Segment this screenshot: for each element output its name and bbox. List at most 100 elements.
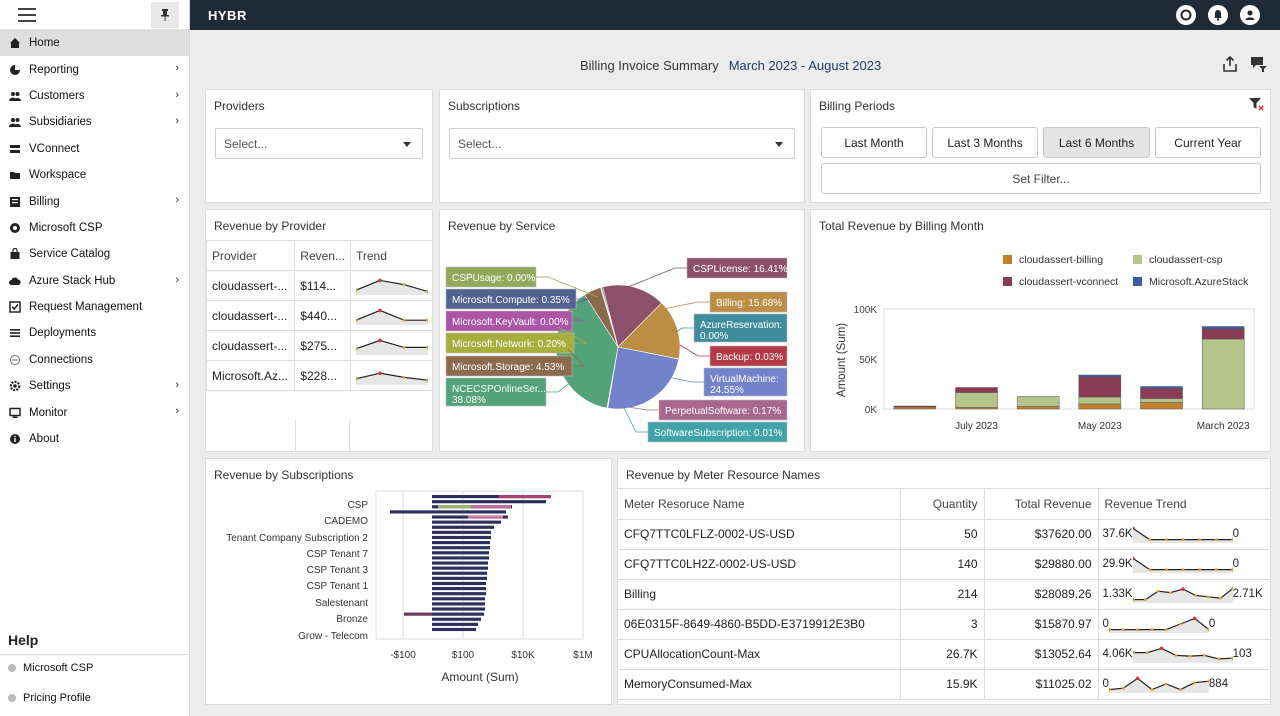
- bar-segment[interactable]: [1201, 328, 1245, 340]
- bar[interactable]: [432, 561, 488, 565]
- sidebar-item-microsoft-csp[interactable]: Microsoft CSP: [0, 215, 189, 241]
- bar-segment[interactable]: [1140, 398, 1183, 403]
- bar-segment[interactable]: [471, 505, 511, 509]
- bar-segment[interactable]: [1201, 326, 1245, 330]
- sidebar-item-reporting[interactable]: Reporting ›: [0, 56, 189, 82]
- pie-slice[interactable]: [602, 284, 663, 348]
- bar[interactable]: [432, 525, 494, 529]
- bar-segment[interactable]: [438, 505, 471, 509]
- column-header[interactable]: Total Revenue: [984, 489, 1099, 520]
- column-header[interactable]: Quantity: [900, 489, 985, 520]
- bar[interactable]: [432, 541, 490, 545]
- user-icon[interactable]: [1240, 5, 1260, 25]
- bar-segment[interactable]: [1016, 396, 1060, 407]
- sidebar-item-customers[interactable]: Customers ›: [0, 83, 189, 109]
- bar[interactable]: [432, 612, 484, 616]
- sidebar-item-deployments[interactable]: Deployments: [0, 320, 189, 346]
- bar-segment[interactable]: [955, 392, 998, 408]
- pin-icon[interactable]: [151, 1, 179, 28]
- column-header[interactable]: Trend: [350, 240, 432, 271]
- bar-segment[interactable]: [955, 387, 998, 393]
- bar[interactable]: [432, 627, 476, 632]
- table-row[interactable]: Billing 214 $28089.26 1.33K 2.71K: [618, 579, 1270, 610]
- table-row[interactable]: cloudassert-... $440...: [206, 300, 432, 331]
- subscriptions-select[interactable]: Select...: [449, 128, 795, 159]
- column-header[interactable]: Meter Resoruce Name: [618, 489, 901, 520]
- support-icon[interactable]: [1176, 5, 1196, 25]
- bar[interactable]: [432, 510, 506, 514]
- sidebar-item-monitor[interactable]: Monitor ›: [0, 399, 189, 425]
- bar[interactable]: [432, 602, 485, 606]
- bar-segment[interactable]: [468, 515, 503, 519]
- bar[interactable]: [432, 622, 478, 626]
- bar-segment[interactable]: [499, 495, 551, 499]
- sidebar-item-workspace[interactable]: Workspace: [0, 162, 189, 188]
- bar-segment[interactable]: [1078, 376, 1122, 398]
- bar-segment[interactable]: [893, 406, 937, 410]
- clear-filter-icon[interactable]: [1248, 97, 1264, 111]
- last-6-months-button[interactable]: Last 6 Months: [1043, 127, 1150, 158]
- last-month-button[interactable]: Last Month: [821, 127, 927, 158]
- sidebar-item-vconnect[interactable]: VConnect: [0, 136, 189, 162]
- table-row[interactable]: MemoryConsumed-Max 15.9K $11025.02 0 884: [618, 669, 1270, 700]
- bar-segment[interactable]: [1078, 403, 1122, 410]
- sidebar-item-azure-stack-hub[interactable]: Azure Stack Hub ›: [0, 268, 189, 294]
- bar-segment[interactable]: [1140, 386, 1183, 389]
- sidebar-item-billing[interactable]: Billing ›: [0, 188, 189, 214]
- column-header[interactable]: Revenue Trend: [1098, 489, 1270, 520]
- table-row[interactable]: CFQ7TTC0LFLZ-0002-US-USD 50 $37620.00 37.6K…: [618, 519, 1270, 550]
- comment-filter-icon[interactable]: [1250, 56, 1268, 72]
- menu-icon[interactable]: [18, 7, 36, 22]
- bar[interactable]: [432, 581, 486, 586]
- bar[interactable]: [432, 535, 491, 540]
- last-3-months-button[interactable]: Last 3 Months: [932, 127, 1038, 158]
- current-year-button[interactable]: Current Year: [1155, 127, 1261, 158]
- bar-segment[interactable]: [1078, 396, 1122, 405]
- table-row[interactable]: Microsoft.Az... $228...: [206, 360, 432, 391]
- help-item-pricing-profile[interactable]: Pricing Profile: [8, 692, 91, 704]
- bar[interactable]: [432, 597, 485, 601]
- column-header[interactable]: Provider: [206, 240, 296, 271]
- bar-segment[interactable]: [1140, 388, 1183, 399]
- bar-segment[interactable]: [1140, 402, 1183, 410]
- table-row[interactable]: cloudassert-... $275...: [206, 330, 432, 361]
- bar[interactable]: [432, 495, 551, 499]
- table-row[interactable]: 06E0315F-8649-4860-B5DD-E3719912E3B0 3 $15…: [618, 609, 1270, 640]
- sidebar-item-settings[interactable]: Settings ›: [0, 373, 189, 399]
- bar[interactable]: [432, 571, 487, 575]
- sidebar-item-service-catalog[interactable]: Service Catalog: [0, 241, 189, 267]
- share-icon[interactable]: [1222, 56, 1238, 72]
- table-row[interactable]: cloudassert-... $114...: [206, 270, 432, 301]
- sidebar-item-connections[interactable]: Connections: [0, 347, 189, 373]
- bar-segment[interactable]: [1201, 338, 1245, 410]
- help-item-microsoft-csp[interactable]: Microsoft CSP: [8, 662, 93, 674]
- column-header[interactable]: Reven...: [294, 240, 351, 271]
- bar[interactable]: [432, 587, 486, 591]
- bar[interactable]: [432, 566, 488, 570]
- bar[interactable]: [432, 520, 501, 524]
- pie-slice[interactable]: [600, 286, 619, 348]
- bar[interactable]: [432, 546, 490, 550]
- pie-slice[interactable]: [607, 346, 680, 410]
- bar[interactable]: [432, 551, 489, 555]
- set-filter-button[interactable]: Set Filter...: [821, 163, 1261, 194]
- sidebar-item-subsidiaries[interactable]: Subsidiaries ›: [0, 109, 189, 135]
- table-row[interactable]: CPUAllocationCount-Max 26.7K $13052.64 4.06…: [618, 639, 1270, 670]
- sidebar-item-about[interactable]: About: [0, 426, 189, 452]
- pie-slice[interactable]: [617, 302, 681, 360]
- providers-select[interactable]: Select...: [215, 128, 423, 159]
- bar[interactable]: [432, 530, 491, 534]
- bar-segment[interactable]: [1078, 374, 1122, 378]
- bar-segment[interactable]: [1016, 406, 1060, 410]
- bar-segment[interactable]: [893, 405, 937, 408]
- bar[interactable]: [432, 500, 546, 504]
- sidebar-item-request-management[interactable]: Request Management: [0, 294, 189, 320]
- bar[interactable]: [432, 576, 487, 580]
- bar[interactable]: [432, 607, 485, 611]
- bar[interactable]: [432, 556, 489, 560]
- bell-icon[interactable]: [1208, 5, 1228, 25]
- table-row[interactable]: CFQ7TTC0LH2Z-0002-US-USD 140 $29880.00 29.9…: [618, 549, 1270, 580]
- bar[interactable]: [432, 592, 486, 596]
- bar[interactable]: [390, 510, 432, 514]
- bar[interactable]: [432, 617, 481, 621]
